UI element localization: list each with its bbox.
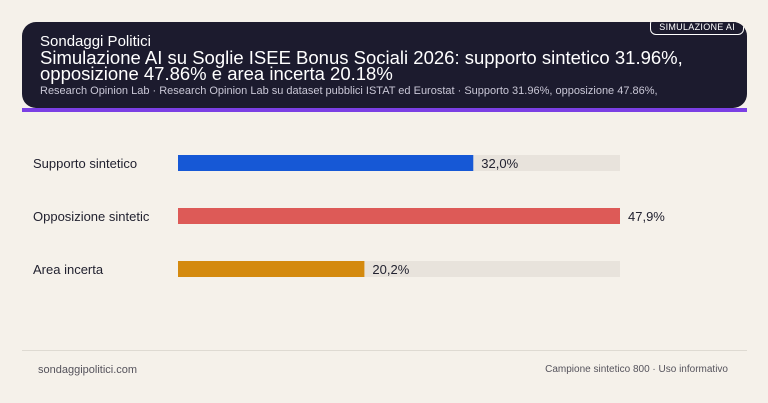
category-label: Opposizione sintetic [33,209,150,224]
bar-chart: Supporto sintetico 32,0% Opposizione sinte… [0,120,768,340]
bar [178,155,474,171]
page-subtitle: Research Opinion Lab · Research Opinion … [40,85,658,97]
category-label: Supporto sintetico [33,156,137,171]
simulation-badge: SIMULAZIONE AI [650,22,744,35]
value-label: 32,0% [481,156,518,171]
brand-name: Sondaggi Politici [40,33,151,50]
bar [178,208,620,224]
value-label: 47,9% [628,209,665,224]
bar [178,261,365,277]
header-panel: SIMULAZIONE AI Sondaggi Politici Simulaz… [22,22,747,108]
footer-site: sondaggipolitici.com [38,364,138,376]
page-title: Simulazione AI su Soglie ISEE Bonus Soci… [40,47,683,84]
value-label: 20,2% [372,262,409,277]
category-label: Area incerta [33,262,104,277]
chart-svg: Supporto sintetico 32,0% Opposizione sinte… [33,155,665,277]
accent-divider [22,108,747,112]
footer-divider [22,350,747,351]
footer-note: Campione sintetico 800 · Uso informativo [545,364,728,375]
